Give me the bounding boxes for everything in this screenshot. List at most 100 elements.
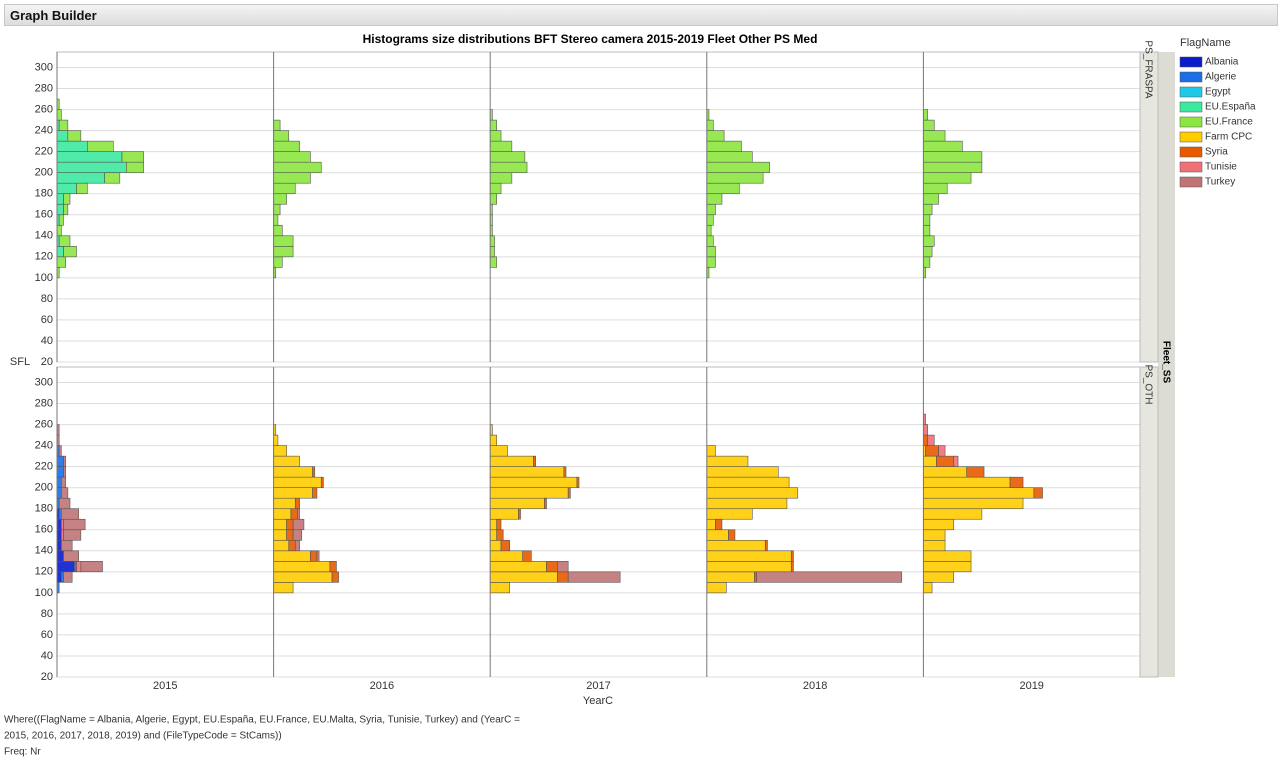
legend-swatch [1179,86,1203,98]
histogram-bar [489,140,513,152]
histogram-bar [56,466,64,478]
histogram-bar [938,445,946,457]
histogram-bar [56,151,123,163]
histogram-bar [273,161,322,173]
histogram-bar [56,529,62,541]
histogram-bar [923,256,931,268]
histogram-bar [67,130,82,142]
histogram-bar [58,235,71,247]
histogram-bar [56,561,75,573]
histogram-bar [56,203,64,216]
histogram-bar [923,518,955,531]
histogram-bar [557,571,569,583]
histogram-bar [953,455,959,467]
y-tick-label: 60 [41,314,53,326]
histogram-bar [56,140,88,152]
histogram-bar [923,424,929,436]
histogram-bar [496,529,504,541]
panel-background [56,51,1141,363]
y-tick-label: 100 [35,272,53,284]
histogram-bar [286,518,294,531]
histogram-bar [273,539,290,552]
histogram-bar [273,246,294,258]
histogram-bar [61,571,64,583]
histogram-bar [706,571,755,583]
histogram-bar [56,109,62,121]
row-label: PS_OTH [1142,364,1153,404]
y-tick-label: 140 [35,230,53,242]
row-strip [1139,366,1159,678]
histogram-bar [706,497,788,510]
histogram-bar [522,550,532,562]
histogram-bar [706,466,779,478]
y-tick-label: 280 [35,82,53,94]
histogram-bar [126,161,144,173]
histogram-bar [489,582,510,594]
y-tick-label: 260 [35,418,53,430]
histogram-bar [63,193,71,205]
histogram-bar [273,182,296,195]
histogram-bar [489,497,545,510]
y-tick-label: 80 [41,608,53,620]
histogram-bar [121,151,144,163]
y-tick-label: 20 [41,671,53,683]
histogram-bar [58,119,69,131]
histogram-bar [923,119,935,131]
histogram-bar [104,172,121,184]
histogram-bar [923,582,933,594]
histogram-bar [63,466,66,478]
histogram-bar [496,518,502,531]
histogram-bar [316,550,320,562]
histogram-bar [518,508,521,520]
histogram-bar [273,582,294,594]
y-tick-label: 220 [35,146,53,158]
legend-swatch [1179,116,1203,128]
x-tick-label: 2015 [153,680,177,692]
histogram-bar [273,172,311,184]
histogram-bar [923,455,937,467]
histogram-bar [923,172,972,184]
histogram-bar [706,476,790,488]
y-axis-label: SFL [10,356,30,368]
histogram-bar [273,151,311,163]
histogram-bar [923,466,968,478]
y-tick-label: 160 [35,209,53,221]
histogram-bar [923,161,983,173]
histogram-bar [923,130,946,142]
histogram-bar [706,550,792,562]
histogram-bar [331,571,339,583]
histogram-bar [58,214,64,226]
histogram-bar [706,445,716,457]
histogram-bar [273,224,283,237]
y-tick-label: 300 [35,376,53,388]
histogram-bar [489,561,547,573]
row-strip [1139,51,1159,363]
histogram-bar [489,256,497,268]
histogram-bar [756,571,903,583]
y-tick-label: 120 [35,566,53,578]
histogram-bar [56,161,127,173]
y-tick-label: 220 [35,461,53,473]
histogram-bar [489,518,497,531]
histogram-bar [273,529,287,541]
y-tick-label: 40 [41,650,53,662]
legend-swatch [1179,56,1203,68]
legend-label: Egypt [1205,87,1231,98]
histogram-bar [80,561,103,573]
histogram-bar [923,182,948,195]
histogram-bar [563,466,567,478]
histogram-bar [706,529,729,541]
histogram-bar [294,497,300,510]
histogram-bar [923,193,939,205]
y-tick-label: 120 [35,251,53,263]
histogram-bar [923,203,933,216]
chart-title: Histograms size distributions BFT Stereo… [363,32,818,46]
y-tick-label: 180 [35,503,53,515]
histogram-bar [500,539,510,552]
histogram-bar [273,445,287,457]
histogram-bar [923,529,946,541]
histogram-bar [273,508,292,520]
histogram-bar [273,130,290,142]
y-tick-label: 200 [35,167,53,179]
